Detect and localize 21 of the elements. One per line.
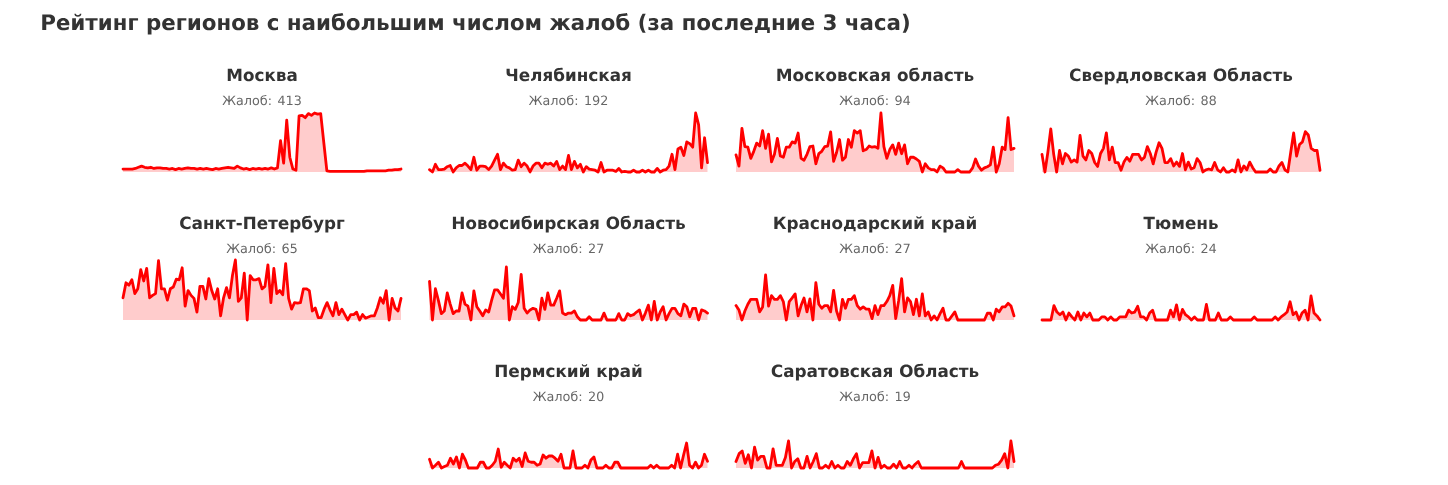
chart-title: Тюмень <box>1143 216 1218 230</box>
chart-title: Новосибирская Область <box>452 215 685 233</box>
chart-subtitle: Жалоб: 94 <box>839 95 911 106</box>
chart-title: Челябинская <box>506 67 631 82</box>
chart-title: Санкт-Петербург <box>180 215 345 233</box>
chart-subtitle: Жалоб: 88 <box>1145 95 1216 106</box>
chart-subtitle: Жалоб: 192 <box>528 95 608 106</box>
chart-title: Свердловская Область <box>1069 67 1293 85</box>
text: Рейтинг регионов с наибольшим числом жалоб (за последние 3 часа) <box>42 13 909 35</box>
chart-title: Пермский край <box>495 364 642 381</box>
chart-subtitle: Жалоб: 27 <box>532 243 604 254</box>
chart-subtitle: Жалоб: 27 <box>839 243 910 254</box>
chart-subtitle: Жалоб: 413 <box>222 95 301 106</box>
chart-subtitle: Жалоб: 24 <box>1145 243 1217 254</box>
chart-title: Краснодарский край <box>774 216 976 233</box>
chart-subtitle: Жалоб: 20 <box>532 391 604 402</box>
chart-title: Московская область <box>777 67 974 82</box>
chart-subtitle: Жалоб: 19 <box>839 391 910 402</box>
chart-title: Москва <box>227 68 297 82</box>
chart-title: Саратовская Область <box>771 363 979 381</box>
chart-subtitle: Жалоб: 65 <box>226 243 297 254</box>
